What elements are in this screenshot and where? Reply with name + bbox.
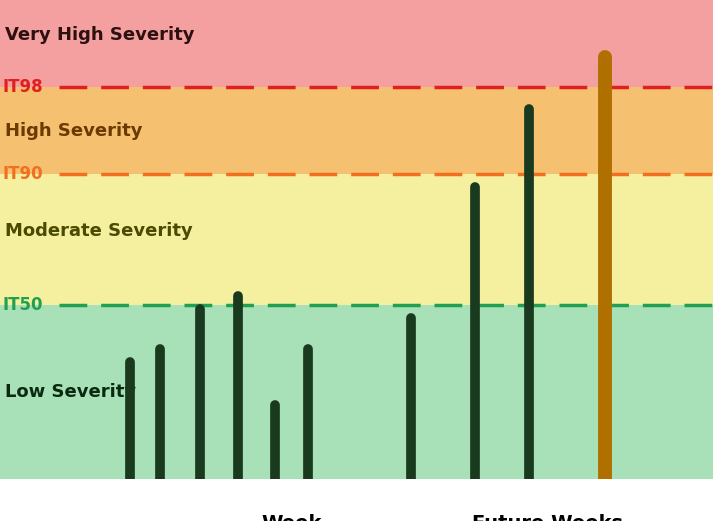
Text: High Severity: High Severity bbox=[6, 122, 143, 140]
Text: Week: Week bbox=[262, 514, 322, 521]
Text: Future Weeks ...: Future Weeks ... bbox=[472, 514, 652, 521]
Bar bbox=[0, 87, 713, 175]
Bar bbox=[0, 175, 713, 305]
Bar bbox=[0, 305, 713, 479]
Text: IT50: IT50 bbox=[2, 296, 43, 314]
Text: IT90: IT90 bbox=[2, 165, 43, 183]
Text: Moderate Severity: Moderate Severity bbox=[6, 222, 193, 240]
Text: Low Severity: Low Severity bbox=[6, 383, 136, 401]
Text: IT98: IT98 bbox=[2, 78, 43, 96]
Bar bbox=[0, 0, 713, 87]
Text: Very High Severity: Very High Severity bbox=[6, 26, 195, 44]
